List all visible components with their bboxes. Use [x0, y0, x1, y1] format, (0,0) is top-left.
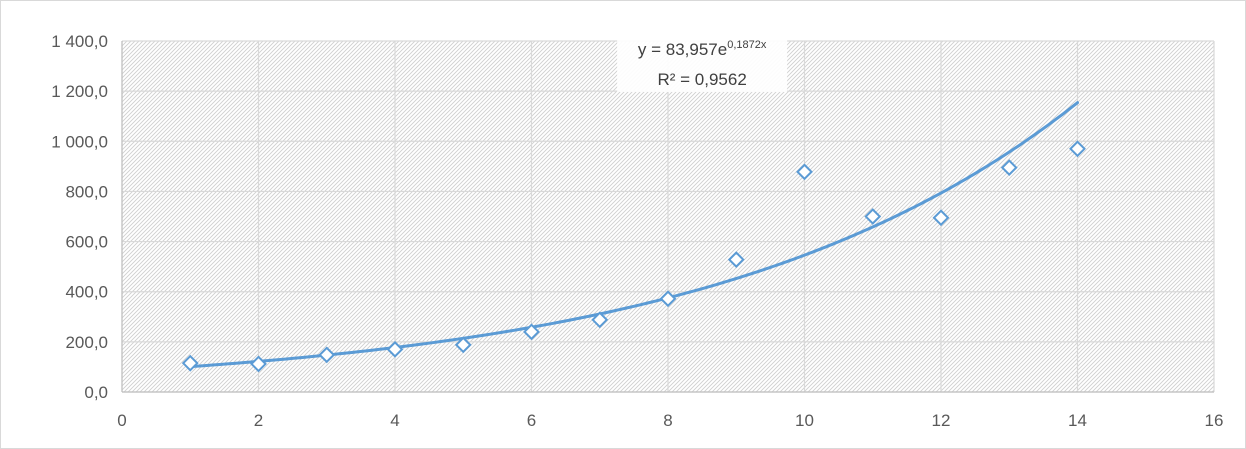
- y-tick-label: 800,0: [65, 182, 108, 201]
- data-point: [864, 208, 882, 225]
- x-tick-label: 14: [1068, 411, 1087, 430]
- data-point: [454, 336, 472, 354]
- r-squared-text: R² = 0,9562: [657, 70, 746, 89]
- x-tick-label: 8: [663, 411, 672, 430]
- y-tick-label: 1 400,0: [51, 32, 108, 51]
- trendline: [188, 101, 1079, 369]
- equation-background: [617, 36, 788, 92]
- data-point: [386, 340, 404, 358]
- data-points: [181, 140, 1086, 373]
- trendline-layer: [188, 101, 1079, 369]
- y-tick-label: 0,0: [84, 383, 108, 402]
- data-point: [523, 323, 540, 341]
- data-point: [181, 354, 199, 372]
- data-point: [932, 209, 950, 227]
- x-tick-label: 12: [932, 411, 951, 430]
- data-point: [250, 355, 267, 373]
- data-point: [1069, 140, 1086, 158]
- tick-labels: 0,0 200,0 400,0 600,0 800,0 1 000,0 1 200,0 1 4…: [51, 32, 1223, 430]
- data-point: [591, 311, 609, 329]
- y-tick-label: 400,0: [65, 283, 108, 302]
- equation-text: y = 83,957e0,1872x: [638, 39, 767, 59]
- data-point: [1000, 159, 1018, 177]
- x-tick-label: 16: [1205, 411, 1224, 430]
- x-tick-label: 4: [390, 411, 399, 430]
- y-tick-label: 600,0: [65, 233, 108, 252]
- trendline-equation: y = 83,957e0,1872x R² = 0,9562: [617, 36, 788, 92]
- y-tick-label: 1 000,0: [51, 132, 108, 151]
- y-tick-label: 200,0: [65, 333, 108, 352]
- equation-base: y = 83,957e: [638, 40, 727, 59]
- data-point: [796, 163, 813, 181]
- data-point: [727, 251, 745, 269]
- x-tick-label: 0: [117, 411, 126, 430]
- x-tick-label: 10: [795, 411, 814, 430]
- axes: [121, 41, 1214, 393]
- y-tick-label: 1 200,0: [51, 82, 108, 101]
- data-point: [659, 290, 677, 308]
- x-tick-label: 6: [527, 411, 536, 430]
- x-tick-label: 2: [254, 411, 263, 430]
- data-point: [318, 346, 336, 364]
- equation-exponent: 0,1872x: [727, 39, 767, 51]
